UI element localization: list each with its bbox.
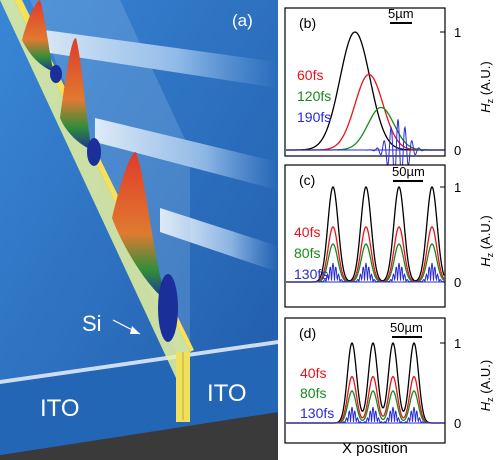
panel-a: Si ITO ITO (a) bbox=[0, 0, 278, 460]
pulse-3-blue bbox=[158, 274, 178, 342]
legend-0: 60fs bbox=[297, 67, 323, 83]
legend-0: 40fs bbox=[294, 224, 320, 240]
legend-2: 190fs bbox=[297, 109, 331, 125]
plot-frame bbox=[284, 7, 446, 157]
light-beam-1 bbox=[30, 28, 278, 88]
ito-slab bbox=[0, 344, 278, 455]
curve-blue bbox=[286, 262, 445, 283]
panel-label: (d) bbox=[299, 325, 316, 341]
legend-2: 130fs bbox=[294, 266, 328, 282]
pulses bbox=[22, 0, 178, 342]
floor bbox=[0, 412, 278, 460]
y-axis-label: Hz (A.U.) bbox=[478, 61, 495, 112]
panel-label: (c) bbox=[299, 172, 315, 188]
si-arrow-head bbox=[130, 326, 140, 334]
legend-2: 130fs bbox=[300, 405, 334, 421]
label-ito-left: ITO bbox=[40, 395, 80, 422]
scale-bar-label: 5µm bbox=[388, 6, 414, 21]
ytick-bottom-label: 0 bbox=[454, 143, 461, 158]
y-axis-label: Hz (A.U.) bbox=[478, 360, 495, 411]
pulse-2 bbox=[60, 38, 92, 150]
ytick-top-label: 1 bbox=[454, 25, 461, 40]
light-beam-2 bbox=[95, 118, 278, 190]
curve-blue bbox=[286, 119, 444, 179]
legend-1: 120fs bbox=[297, 88, 331, 104]
ito-slab-top bbox=[0, 340, 278, 384]
scale-bar-label: 50µm bbox=[390, 320, 423, 335]
scale-bar-label: 50µm bbox=[392, 164, 425, 179]
pulse-3 bbox=[112, 152, 166, 300]
label-ito-right: ITO bbox=[207, 380, 247, 407]
pulse-1-blue bbox=[50, 65, 62, 83]
curve-blue bbox=[286, 406, 444, 424]
x-axis-label: X position bbox=[342, 440, 408, 457]
panel-c: 1 0 Hz (A.U.) (c) 50µm 40fs 80fs 130fs bbox=[284, 164, 495, 308]
label-si: Si bbox=[82, 311, 102, 336]
si-waveguide bbox=[0, 0, 190, 378]
ytick-bottom-label: 0 bbox=[454, 416, 461, 431]
panel-label: (b) bbox=[299, 15, 316, 31]
legend-0: 40fs bbox=[300, 365, 326, 381]
light-beam-3 bbox=[160, 208, 278, 272]
ytick-bottom-label: 0 bbox=[454, 275, 461, 290]
y-axis-label: Hz (A.U.) bbox=[478, 215, 495, 266]
ytick-top-label: 1 bbox=[454, 336, 461, 351]
pulse-1 bbox=[22, 0, 54, 72]
panel-d: 1 0 Hz (A.U.) (d) 50µm 40fs 80fs 130fs bbox=[284, 317, 495, 444]
pulse-2-blue bbox=[87, 138, 101, 166]
ytick-top-label: 1 bbox=[454, 180, 461, 195]
legend-1: 80fs bbox=[294, 245, 320, 261]
legend-1: 80fs bbox=[300, 385, 326, 401]
panel-b: 1 0 Hz (A.U.) (b) 5µm 60fs 120fs 190fs bbox=[284, 6, 495, 179]
panel-a-label: (a) bbox=[232, 11, 253, 30]
